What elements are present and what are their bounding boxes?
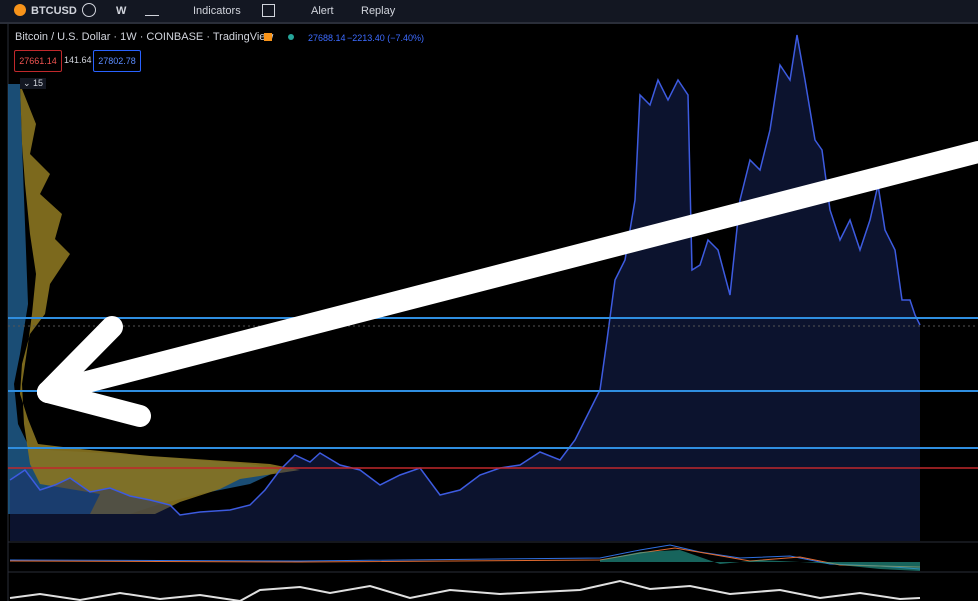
macd-histogram <box>600 550 920 571</box>
toolbar: BTCUSD W Indicators Alert Replay <box>0 0 978 24</box>
price-change: −2213.40 (−7.40%) <box>347 33 425 43</box>
symbol[interactable]: BTCUSD <box>31 5 77 17</box>
indicator-toggle[interactable]: ⌄ 15 <box>20 78 47 89</box>
spread: 141.64 <box>64 55 92 65</box>
arrow <box>37 141 978 427</box>
last-price: 27688.14 <box>308 33 346 43</box>
indicator-count: 15 <box>33 78 44 88</box>
buy-button[interactable]: 27802.78 <box>93 50 141 72</box>
btc-icon <box>14 4 26 16</box>
market-status <box>288 34 294 40</box>
sell-button[interactable]: 27661.14 <box>14 50 62 72</box>
interval[interactable]: W <box>116 5 127 17</box>
layouts[interactable] <box>262 4 275 17</box>
legend-title: Bitcoin / U.S. Dollar · 1W · COINBASE · … <box>15 31 274 43</box>
alert[interactable]: Alert <box>311 5 334 17</box>
volume-profile-down <box>20 84 300 514</box>
oscillator-line <box>9 579 921 601</box>
add-symbol[interactable] <box>82 3 96 17</box>
indicators[interactable]: Indicators <box>193 5 241 17</box>
replay[interactable]: Replay <box>361 5 396 17</box>
tv-icon <box>264 33 272 41</box>
chart-type[interactable] <box>145 4 159 16</box>
chart <box>0 24 978 601</box>
signal-line <box>9 547 921 568</box>
price-line <box>9 34 921 516</box>
price-area <box>10 35 920 541</box>
